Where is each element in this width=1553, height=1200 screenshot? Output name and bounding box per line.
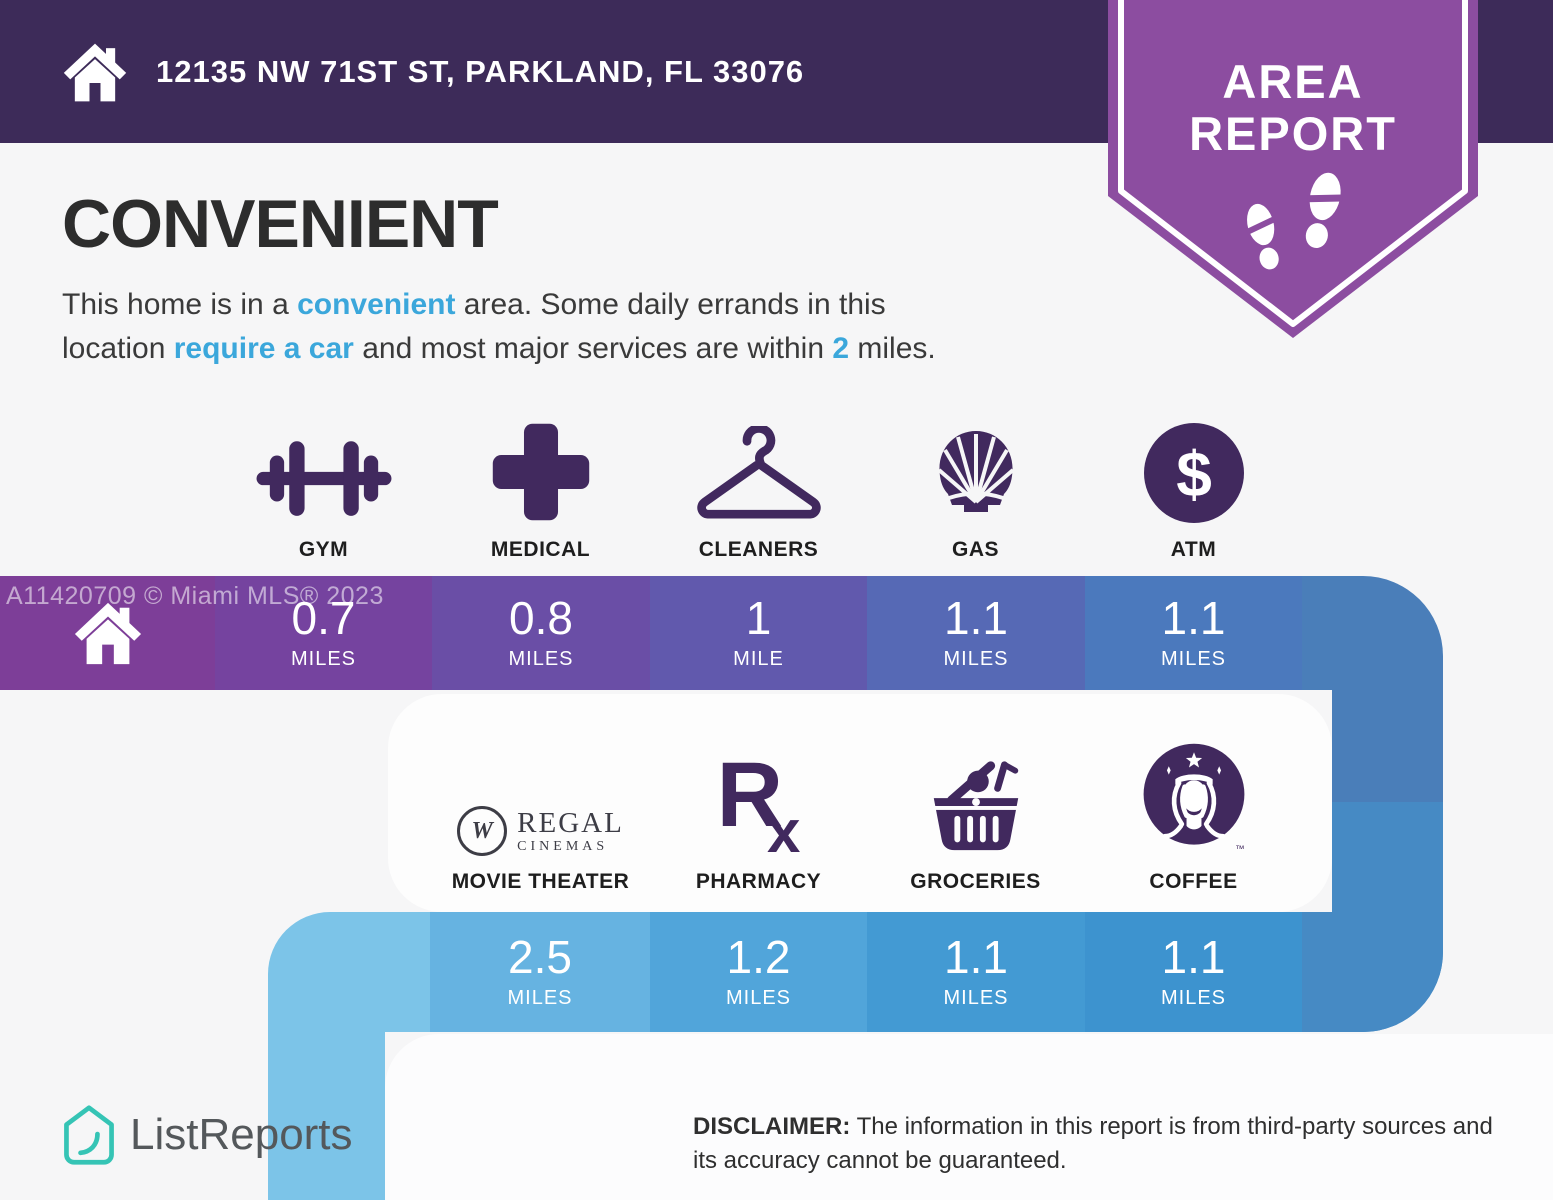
poi-cleaners: CLEANERS	[650, 412, 867, 562]
regal-circle-mark: W	[457, 806, 508, 856]
poi-gas: GAS	[867, 412, 1084, 562]
badge-line2: REPORT	[1189, 107, 1397, 160]
path-connector-right-top	[1332, 690, 1443, 802]
poi-coffee: ™ COFFEE	[1085, 743, 1302, 894]
path-turn-cell-right	[1302, 912, 1443, 1032]
area-report-badge: AREA REPORT	[1108, 0, 1478, 340]
listreports-logo: ListReports	[62, 1104, 353, 1166]
distance-cell-pharmacy: 1.2 MILES	[650, 912, 867, 1032]
mls-watermark: A11420709 © Miami MLS® 2023	[6, 582, 384, 610]
shell-gas-icon	[937, 431, 1014, 512]
disclaimer: DISCLAIMER: The information in this repo…	[693, 1113, 1493, 1175]
footprints-icon	[1245, 172, 1343, 270]
description-line1: This home is in a convenient area. Some …	[62, 288, 886, 321]
path-turn-cell-left	[268, 912, 430, 1032]
distance-cell-groceries: 1.1 MILES	[867, 912, 1085, 1032]
description-line2: location require a car and most major se…	[62, 332, 936, 365]
regal-cinemas-logo: W REGAL CINEMAS	[457, 806, 624, 856]
poi-groceries: GROCERIES	[867, 748, 1084, 894]
listreports-wordmark: ListReports	[130, 1110, 353, 1159]
home-icon	[63, 43, 127, 101]
distance-cell-gas: 1.1 MILES	[867, 576, 1085, 690]
starbucks-siren-logo: ™	[1143, 743, 1244, 854]
distance-bar-row2: 2.5 MILES 1.2 MILES 1.1 MILES 1.1 MILES	[268, 912, 1443, 1032]
distance-cell-atm: 1.1 MILES	[1085, 576, 1302, 690]
property-address: 12135 NW 71ST ST, PARKLAND, FL 33076	[156, 53, 805, 89]
highlight-convenient: convenient	[297, 288, 456, 321]
footer-card	[385, 1034, 1553, 1200]
highlight-2: 2	[832, 332, 850, 365]
distance-cell-coffee: 1.1 MILES	[1085, 912, 1302, 1032]
hanger-icon	[696, 426, 821, 519]
home-cell	[0, 576, 215, 690]
poi-pharmacy: Rx PHARMACY	[695, 744, 822, 893]
badge-line1: AREA	[1222, 55, 1363, 108]
distance-bar-row1: 0.7 MILES 0.8 MILES 1 MILE 1.1 MILES 1.1…	[0, 576, 1443, 690]
svg-text:$: $	[1176, 438, 1212, 510]
highlight-require-a-car: require a car	[173, 332, 354, 365]
gym-dumbbell-icon	[256, 441, 391, 516]
poi-gym: GYM	[215, 412, 432, 562]
home-icon	[74, 602, 141, 665]
distance-cell-movie-theater: 2.5 MILES	[430, 912, 650, 1032]
dollar-circle-icon: $	[1143, 423, 1244, 523]
poi-movie-theater: W REGAL CINEMAS MOVIE THEATER	[451, 806, 630, 893]
grocery-basket-icon	[933, 761, 1018, 851]
distance-cell-cleaners: 1 MILE	[650, 576, 867, 690]
listreports-icon	[64, 1105, 114, 1165]
poi-atm: $ ATM	[1085, 412, 1302, 562]
page-title: CONVENIENT	[62, 186, 499, 262]
distance-cell-medical: 0.8 MILES	[432, 576, 650, 690]
path-strip-left	[268, 1032, 385, 1200]
rx-icon: Rx	[716, 744, 801, 866]
description: This home is in a convenient area. Some …	[62, 283, 936, 371]
svg-text:™: ™	[1235, 844, 1244, 854]
path-turn-cell	[1302, 576, 1443, 690]
poi-medical: MEDICAL	[432, 412, 649, 562]
distance-cell-gym: 0.7 MILES	[215, 576, 432, 690]
medical-cross-icon	[492, 423, 589, 521]
